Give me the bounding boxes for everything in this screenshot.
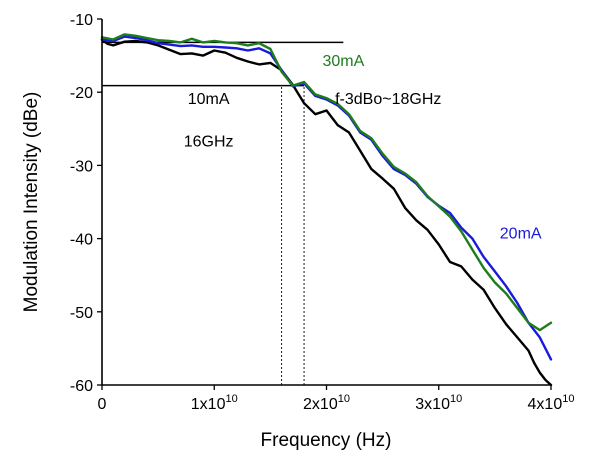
y-axis-title: Modulation Intensity (dBe) xyxy=(21,92,42,313)
x-tick-label: 0 xyxy=(98,396,107,413)
annotations: 30mA f-3dBo~18GHz 10mA 16GHz 20mA xyxy=(184,53,542,243)
y-tick-label: -40 xyxy=(70,232,93,249)
series-line-30ma xyxy=(100,33,553,332)
annotation-label: 30mA xyxy=(322,53,364,70)
y-tick-label: -60 xyxy=(70,378,93,395)
x-ticks: 0 1x1010 2x1010 3x1010 4x1010 xyxy=(98,385,575,413)
x-tick-label: 2x1010 xyxy=(303,393,350,413)
x-tick-label: 1x1010 xyxy=(191,393,238,413)
series-line-20ma xyxy=(100,35,553,361)
y-tick-label: -20 xyxy=(70,85,93,102)
series-line-10ma xyxy=(100,38,553,387)
y-tick-label: -30 xyxy=(70,158,93,175)
y-tick-label: -10 xyxy=(70,12,93,29)
series-lines xyxy=(100,33,553,387)
y-tick-label: -50 xyxy=(70,305,93,322)
annotation-label: f-3dBo~18GHz xyxy=(335,91,441,108)
annotation-label: 16GHz xyxy=(184,133,234,150)
annotation-label: 10mA xyxy=(188,91,230,108)
x-tick-label: 4x1010 xyxy=(528,393,575,413)
x-axis-title: Frequency (Hz) xyxy=(261,430,392,451)
y-ticks: -10 -20 -30 -40 -50 -60 xyxy=(70,12,102,395)
x-tick-label: 3x1010 xyxy=(415,393,462,413)
annotation-label: 20mA xyxy=(500,226,542,243)
axes xyxy=(101,19,551,386)
